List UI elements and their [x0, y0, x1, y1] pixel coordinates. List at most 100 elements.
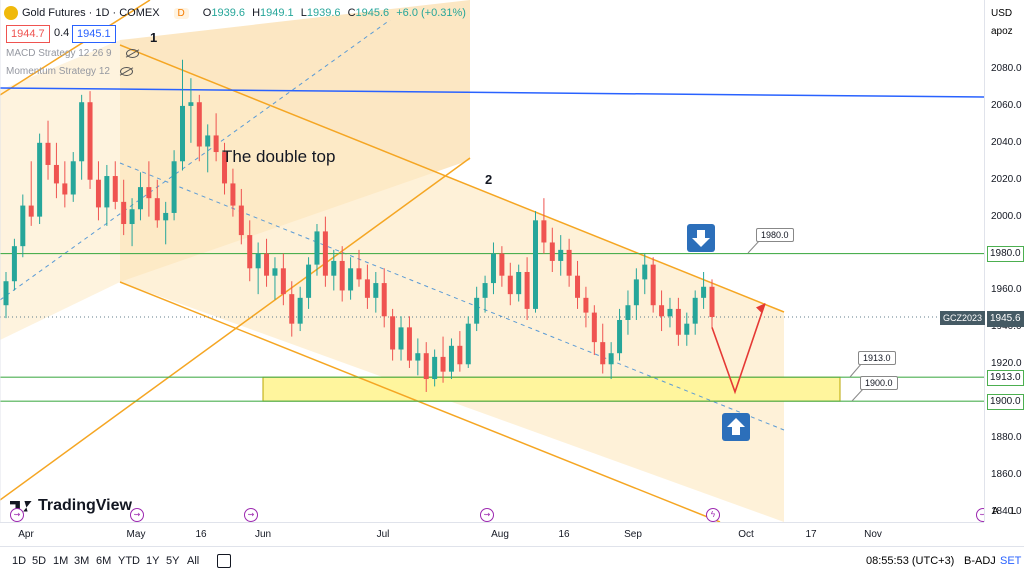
candle-body [373, 283, 379, 298]
candle-body [625, 305, 631, 320]
scale-mode[interactable]: apoz [991, 26, 1013, 37]
eye-hidden-icon[interactable] [125, 49, 139, 58]
event-icon[interactable]: ⇝ [244, 508, 258, 522]
clock-readout[interactable]: 08:55:53 (UTC+3) [866, 555, 955, 567]
chart-area[interactable]: Gold Futures · 1D · COMEX D O1939.6 H194… [0, 0, 984, 522]
time-tick-label: 16 [558, 529, 570, 540]
event-icon[interactable]: ⇝ [976, 508, 984, 522]
candle-body [154, 198, 160, 221]
support-zone [262, 376, 841, 402]
candle-body [280, 268, 286, 295]
candle-body [575, 275, 581, 298]
price-tick-label: 2000.0 [991, 210, 1022, 222]
candle-body [70, 161, 76, 195]
label-connector [851, 387, 865, 402]
candle-body [163, 212, 169, 221]
candle-body [62, 183, 68, 195]
buy-signal-box [722, 413, 750, 441]
candle-body [37, 142, 43, 217]
candle-body [533, 220, 538, 309]
indicator-macd[interactable]: MACD Strategy 12 26 9 [6, 48, 139, 59]
double-top-label: The double top [222, 147, 336, 166]
axis-tag-1913: 1913.0 [987, 370, 1024, 386]
spread-value: 0.4 [54, 27, 70, 39]
candle-body [507, 275, 513, 295]
settlement-toggle[interactable]: SET [1000, 555, 1022, 567]
range-button-1y[interactable]: 1Y [146, 555, 160, 567]
interval-badge[interactable]: D [173, 7, 189, 19]
candle-body [289, 294, 295, 324]
candle-body [516, 272, 522, 295]
candle-body [255, 253, 261, 269]
candle-body [432, 356, 438, 380]
candle-body [348, 268, 354, 291]
label-connector [747, 239, 761, 254]
sell-price-button[interactable]: 1944.7 [6, 25, 50, 43]
adjustment-toggle[interactable]: B-ADJ [964, 555, 996, 567]
candle-body [339, 260, 345, 291]
time-tick-label: Jun [254, 529, 272, 540]
candle-body [650, 264, 656, 306]
time-axis[interactable]: Apr May 16 Jun Jul Aug 16 Sep Oct 17 Nov [0, 522, 984, 547]
gold-coin-icon [4, 6, 18, 20]
range-button-1d[interactable]: 1D [12, 555, 27, 567]
candle-body [549, 242, 555, 261]
price-tick-label: 1840.0 [991, 505, 1022, 517]
candle-body [608, 353, 614, 365]
candle-body [222, 152, 228, 184]
candle-body [524, 272, 530, 309]
candle-body [188, 102, 194, 106]
candle-body [591, 312, 597, 343]
candle-body [617, 319, 623, 354]
candle-body [642, 264, 648, 280]
range-button-5y[interactable]: 5Y [166, 555, 180, 567]
candle-body [20, 205, 26, 247]
channel-shade-left [0, 40, 120, 340]
candle-body [701, 286, 707, 298]
candle-body [692, 297, 698, 324]
candle-body [79, 102, 85, 162]
projection-path [711, 303, 766, 395]
event-icon[interactable]: ϟ [706, 508, 720, 522]
currency-select[interactable]: USD [991, 8, 1013, 19]
candle-body [448, 345, 454, 372]
range-button-1m[interactable]: 1M [53, 555, 69, 567]
log-scale-button[interactable]: L [1011, 506, 1017, 517]
ohlc-values: O1939.6 H1949.1 L1939.6 C1945.6 +6.0 (+0… [202, 7, 466, 19]
range-button-6m[interactable]: 6M [96, 555, 112, 567]
candle-body [28, 205, 34, 217]
candle-body [398, 327, 404, 350]
event-icon[interactable]: ⇝ [480, 508, 494, 522]
descending-channel-lower [119, 281, 721, 522]
event-icon[interactable]: ⇝ [10, 508, 24, 522]
sell-signal-box [687, 224, 715, 252]
time-tick-label: Aug [491, 529, 509, 540]
candle-body [583, 297, 589, 313]
range-button-5d[interactable]: 5D [32, 555, 47, 567]
candle-body [356, 268, 362, 280]
symbol-title[interactable]: Gold Futures · 1D · COMEX [22, 7, 160, 19]
price-chart[interactable] [0, 0, 984, 522]
range-button-3m[interactable]: 3M [74, 555, 90, 567]
range-button-ytd[interactable]: YTD [118, 555, 140, 567]
event-icon[interactable]: ⇝ [130, 508, 144, 522]
eye-hidden-icon[interactable] [119, 67, 133, 76]
candle-body [272, 268, 278, 276]
price-axis[interactable]: 1840.01860.01880.01900.01920.01940.01960… [984, 0, 1024, 522]
time-tick-label: Jul [376, 529, 390, 540]
candle-body [499, 253, 505, 276]
range-button-all[interactable]: All [187, 555, 200, 567]
price-tick-label: 1960.0 [991, 284, 1022, 296]
auto-scale-button[interactable]: A [992, 506, 999, 517]
candle-body [465, 323, 471, 365]
calendar-icon[interactable] [217, 554, 231, 568]
time-tick-label: May [126, 529, 146, 540]
candle-body [247, 235, 253, 269]
candle-body [264, 253, 270, 276]
candle-body [457, 345, 463, 365]
buy-price-button[interactable]: 1945.1 [72, 25, 116, 43]
indicator-momentum[interactable]: Momentum Strategy 12 [6, 66, 133, 77]
descending-channel-shade [120, 45, 784, 522]
candle-body [297, 297, 303, 324]
candle-body [196, 102, 202, 147]
